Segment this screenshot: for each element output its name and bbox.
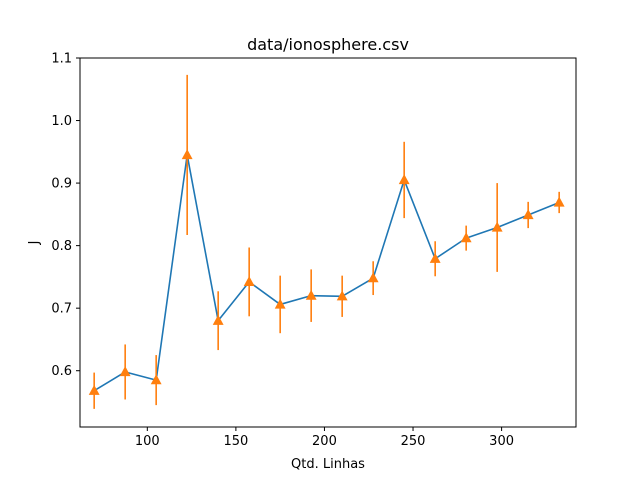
axes-frame: [79, 57, 577, 428]
y-axis-ticks: 0.6 0.7 0.8 0.9 1.0 1.1: [51, 52, 80, 379]
data-point-marker: [274, 298, 286, 309]
data-point-marker: [336, 290, 348, 301]
chart-title: data/ionosphere.csv: [247, 35, 409, 54]
x-tick-label: 250: [401, 434, 426, 449]
x-tick-label: 300: [489, 434, 514, 449]
data-point-marker: [181, 149, 193, 160]
x-tick-label: 150: [223, 434, 248, 449]
data-point-marker: [119, 366, 131, 377]
series-line: [93, 154, 560, 392]
data-point-marker: [305, 289, 317, 300]
data-point-marker: [460, 232, 472, 243]
y-tick-label: 0.7: [51, 302, 72, 317]
y-tick-label: 0.6: [51, 364, 72, 379]
data-point-marker: [522, 209, 534, 220]
data-point-marker: [88, 384, 100, 395]
data-point-marker: [491, 221, 503, 232]
data-point-marker: [553, 196, 565, 207]
x-tick-label: 100: [135, 434, 160, 449]
data-point-marker: [150, 374, 162, 385]
y-tick-label: 1.0: [51, 114, 72, 129]
y-tick-label: 1.1: [51, 52, 72, 67]
x-tick-label: 200: [312, 434, 337, 449]
data-point-marker: [243, 276, 255, 287]
y-tick-label: 0.8: [51, 239, 72, 254]
x-axis-ticks: 100 150 200 250 300: [135, 427, 514, 449]
x-axis-label: Qtd. Linhas: [291, 457, 365, 472]
data-point-marker: [429, 252, 441, 263]
data-point-marker: [212, 314, 224, 325]
data-point-marker: [367, 272, 379, 283]
y-tick-label: 0.9: [51, 177, 72, 192]
y-axis-label: J: [27, 241, 42, 246]
plot-layer: [88, 74, 565, 409]
data-point-marker: [398, 174, 410, 185]
